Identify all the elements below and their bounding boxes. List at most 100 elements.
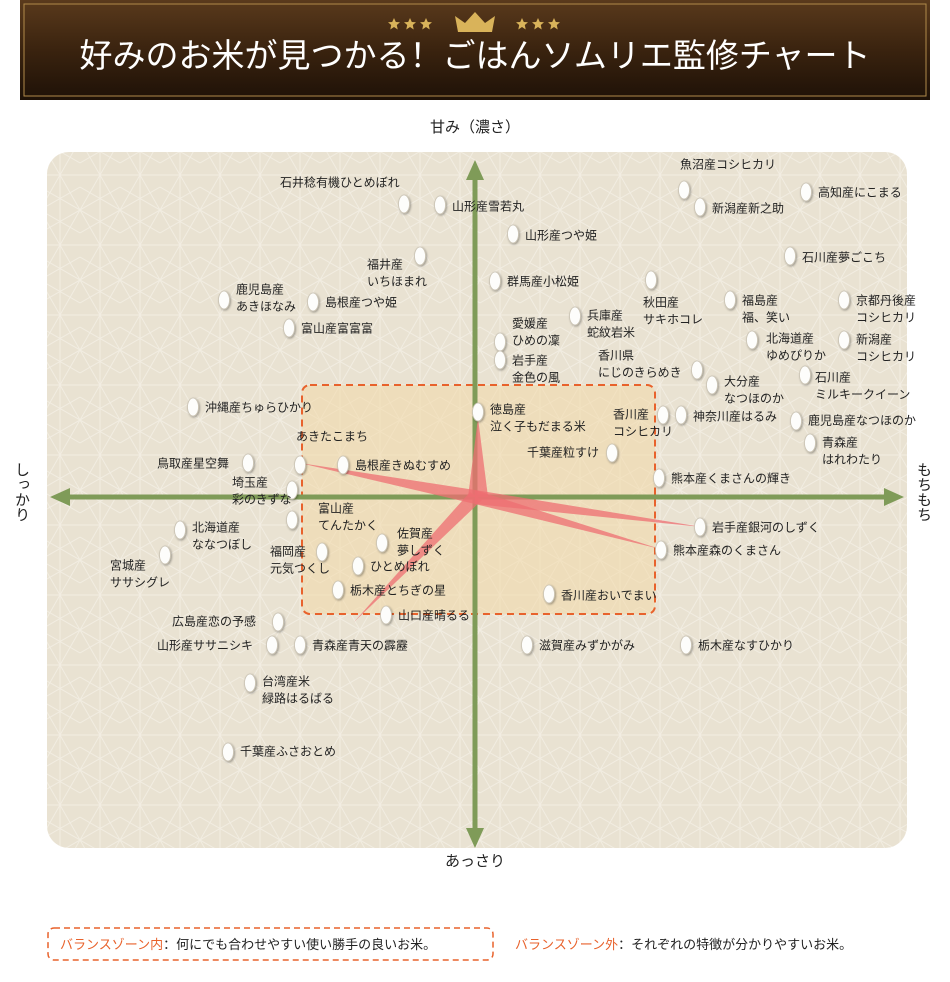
rice-label: あきたこまち (296, 430, 368, 444)
header-ornament (388, 12, 560, 32)
rice-label: 鳥取産星空舞 (157, 456, 229, 471)
legend-item: バランスゾーン内：何にでも合わせやすい使い勝手の良いお米。 (60, 937, 436, 953)
rice-label: 香川産 (613, 407, 649, 422)
rice-label: 宮城産 (110, 558, 146, 573)
rice-label: 福岡産 (270, 544, 306, 559)
rice-node: 広島産恋の予感 (172, 612, 284, 632)
rice-grain (332, 580, 344, 600)
rice-label: 栃木産なすひかり (698, 638, 794, 653)
rice-grain (266, 635, 278, 655)
rice-grain (294, 635, 306, 655)
rice-grain (680, 635, 692, 655)
rice-label: なつほのか (724, 392, 784, 406)
rice-grain (784, 246, 796, 266)
rice-label: 群馬産小松姫 (507, 274, 579, 289)
rice-grain (159, 545, 171, 565)
rice-label: 石川産 (815, 370, 851, 385)
rice-grain (316, 542, 328, 562)
rice-grain (800, 182, 812, 202)
rice-grain (472, 402, 484, 422)
legend-description: ：それぞれの特徴が分かりやすいお米。 (618, 938, 852, 953)
rice-grain (244, 673, 256, 693)
rice-node: ひとめぼれ (352, 556, 430, 576)
rice-label: 鹿児島産 (236, 282, 284, 297)
rice-grain (222, 742, 234, 762)
rice-label: 島根産きぬむすめ (355, 458, 451, 473)
rice-label: 新潟産新之助 (712, 201, 784, 216)
title: 好みのお米が見つかる！ごはんソムリエ監修チャート (79, 36, 870, 75)
legend-label: バランスゾーン外 (515, 938, 618, 953)
rice-label: はれわたり (822, 453, 882, 467)
rice-label: 蛇紋岩米 (587, 325, 635, 340)
rice-node: 石井稔有機ひとめぼれ (280, 175, 410, 214)
rice-node: 石川産夢ごこち (784, 246, 886, 266)
rice-label: 栃木産とちぎの星 (350, 583, 446, 598)
rice-label: 山形産雪若丸 (452, 199, 524, 214)
rice-label: 岩手産 (512, 353, 548, 368)
rice-label: 徳島産 (490, 402, 526, 417)
rice-label: 千葉産粒すけ (527, 445, 599, 460)
rice-grain (380, 605, 392, 625)
rice-node: 鹿児島産なつほのか (790, 411, 916, 431)
rice-label: 香川県 (598, 349, 634, 363)
rice-node: 山形産ササニシキ (157, 635, 278, 655)
rice-grain (218, 290, 230, 310)
legend-description: ：何にでも合わせやすい使い勝手の良いお米。 (163, 937, 436, 953)
rice-node: あきたこまち (294, 430, 368, 475)
rice-label: 広島産恋の予感 (172, 614, 256, 629)
rice-grain (694, 517, 706, 537)
rice-grain (398, 194, 410, 214)
rice-node: 岩手産銀河のしずく (694, 517, 820, 537)
rice-label: 夢しずく (397, 544, 445, 558)
rice-grain (494, 350, 506, 370)
rice-grain (799, 365, 811, 385)
rice-label: 滋賀産みずかがみ (539, 638, 635, 653)
rice-label: 熊本産森のくまさん (673, 543, 781, 558)
rice-label: 大分産 (724, 374, 760, 389)
rice-node: 千葉産粒すけ (527, 443, 618, 463)
rice-label: にじのきらめき (598, 366, 682, 380)
rice-node: 神奈川産はるみ (675, 405, 777, 425)
rice-grain (675, 405, 687, 425)
rice-grain (706, 375, 718, 395)
rice-label: 富山産 (318, 501, 354, 516)
rice-grain (678, 180, 690, 200)
rice-node: 群馬産小松姫 (489, 271, 579, 291)
rice-grain (606, 443, 618, 463)
rice-label: 北海道産 (766, 331, 814, 346)
rice-label: ひとめぼれ (370, 560, 430, 574)
rice-label: 秋田産 (643, 295, 679, 310)
rice-grain (507, 224, 519, 244)
rice-node: 栃木産なすひかり (680, 635, 794, 655)
rice-grain (838, 290, 850, 310)
rice-node: 香川産おいでまい (543, 584, 657, 604)
rice-grain (521, 635, 533, 655)
rice-grain (655, 540, 667, 560)
rice-node: 熊本産森のくまさん (655, 540, 781, 560)
rice-label: ななつぼし (192, 538, 252, 552)
axis-label-right: もちもち (915, 462, 933, 522)
rice-grain (838, 330, 850, 350)
rice-grain (543, 584, 555, 604)
rice-label: 佐賀産 (397, 526, 433, 541)
rice-label: てんたかく (318, 519, 378, 533)
rice-node: 青森産青天の霹靂 (294, 635, 408, 655)
rice-label: 鹿児島産なつほのか (808, 413, 916, 428)
rice-node: 富山産富富富 (283, 318, 373, 338)
rice-grain (691, 360, 703, 380)
rice-grain (286, 510, 298, 530)
rice-label: 石川産夢ごこち (802, 250, 886, 265)
rice-label: 愛媛産 (512, 316, 548, 331)
